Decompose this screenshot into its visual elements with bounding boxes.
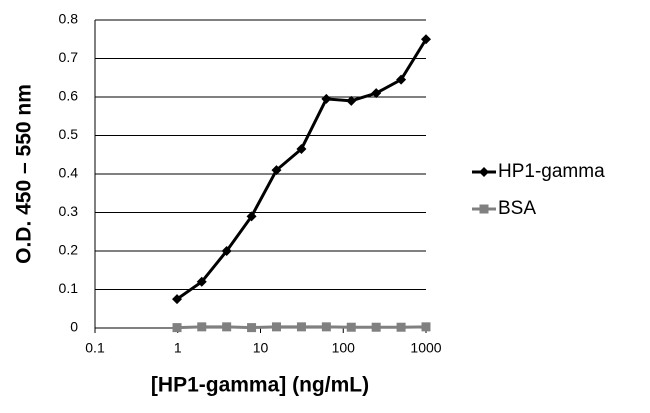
data-point — [296, 322, 306, 332]
data-point — [421, 34, 431, 45]
y-tick-label: 0.6 — [59, 88, 79, 104]
data-point — [396, 322, 406, 332]
x-tick-label: 1000 — [410, 340, 441, 356]
x-tick-label: 0.1 — [85, 340, 105, 356]
y-tick-label: 0.3 — [59, 203, 79, 219]
x-tick-label: 100 — [332, 340, 356, 356]
data-point — [172, 294, 183, 305]
data-point — [246, 211, 257, 222]
data-point — [172, 323, 182, 333]
data-point — [247, 323, 257, 333]
data-point — [271, 322, 281, 332]
data-point — [346, 322, 356, 332]
x-tick-label: 10 — [253, 340, 269, 356]
y-tick-label: 0.4 — [59, 165, 79, 181]
y-tick-label: 0.8 — [59, 11, 79, 27]
data-point — [221, 246, 232, 256]
legend-label: BSA — [498, 198, 536, 219]
data-point — [321, 93, 332, 104]
legend-marker — [479, 167, 489, 177]
legend-label: HP1-gamma — [498, 161, 605, 182]
data-point — [371, 88, 382, 99]
x-tick-label: 1 — [174, 340, 182, 356]
x-axis-label: [HP1-gamma] (ng/mL) — [151, 374, 369, 397]
y-tick-label: 0.5 — [59, 126, 79, 142]
y-axis-label: O.D. 450 – 550 nm — [13, 84, 36, 264]
data-point — [346, 95, 357, 106]
data-point — [196, 276, 207, 287]
data-point — [222, 322, 232, 332]
data-point — [396, 74, 407, 85]
data-point — [197, 322, 207, 332]
data-point — [371, 322, 381, 332]
y-tick-label: 0 — [70, 319, 78, 335]
legend-marker — [479, 204, 489, 214]
series-line — [176, 38, 428, 301]
data-point — [421, 322, 431, 332]
data-point — [296, 143, 307, 154]
y-tick-label: 0.7 — [59, 49, 79, 65]
data-point — [271, 165, 282, 176]
y-tick-label: 0.2 — [59, 242, 79, 258]
data-point — [321, 322, 331, 332]
y-tick-label: 0.1 — [59, 280, 79, 296]
